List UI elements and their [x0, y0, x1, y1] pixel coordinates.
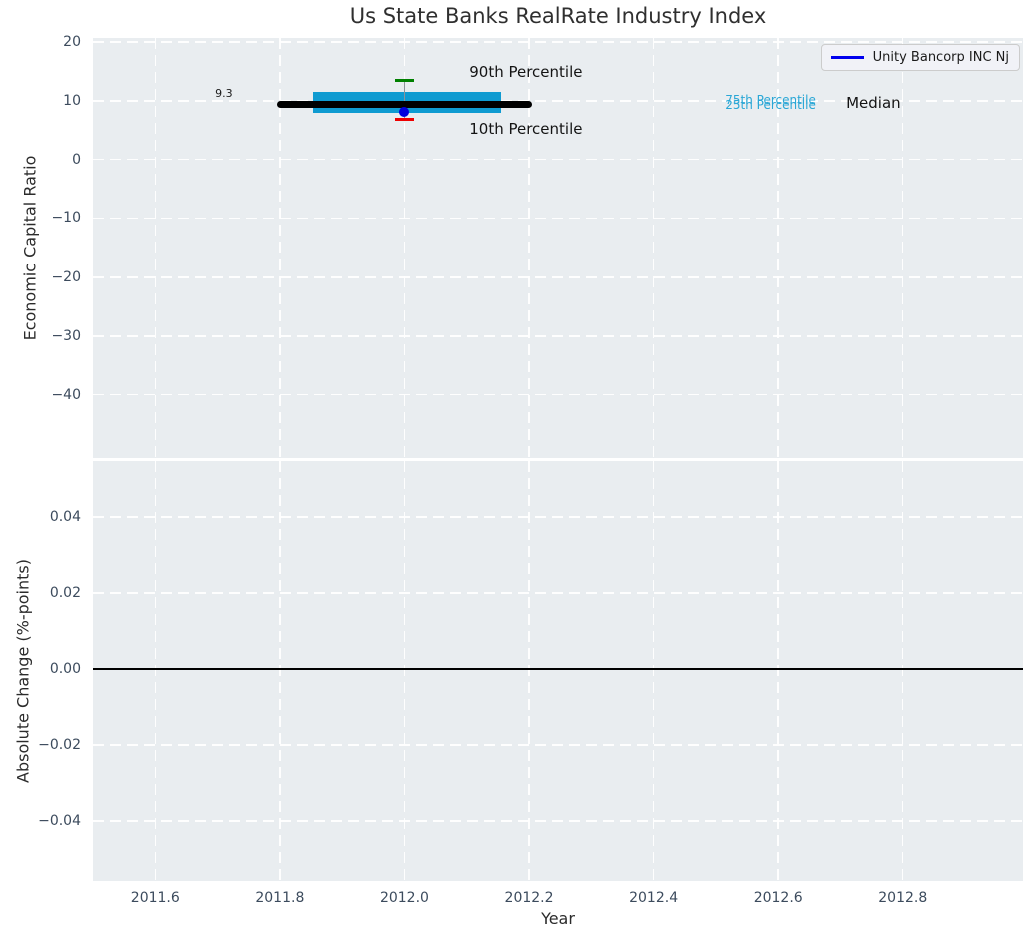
p90-cap — [395, 78, 414, 82]
x-tick-label: 2012.8 — [878, 890, 928, 906]
x-gridline — [528, 38, 530, 458]
y-gridline — [93, 820, 1023, 822]
y-gridline — [93, 335, 1023, 337]
y-tick-label: 20 — [63, 34, 81, 51]
y-gridline — [93, 100, 1023, 102]
y-tick-label: −20 — [51, 269, 81, 286]
y-tick-label: 10 — [63, 92, 81, 109]
x-gridline — [902, 461, 904, 881]
x-tick-label: 2012.6 — [753, 890, 803, 906]
bottom-plot-area — [93, 461, 1023, 881]
x-tick-label: 2011.8 — [255, 890, 305, 906]
y-tick-label: 0 — [72, 151, 81, 168]
annotation-median-label: Median — [846, 94, 901, 113]
y-gridline — [93, 592, 1023, 594]
y-gridline — [93, 158, 1023, 161]
x-gridline — [154, 461, 156, 881]
x-gridline — [902, 38, 904, 458]
y-gridline — [93, 276, 1023, 278]
x-tick-label: 2012.4 — [629, 890, 679, 906]
y-tick-label: −40 — [51, 386, 81, 403]
x-gridline — [279, 461, 281, 881]
x-gridline — [154, 38, 156, 458]
whisker-line — [403, 80, 405, 120]
top-plot-area: Unity Bancorp INC Nj 9.3 90th Percentile 1… — [93, 38, 1023, 458]
y-gridline — [93, 744, 1023, 746]
x-gridline — [777, 38, 779, 458]
y-tick-label: 0.02 — [49, 584, 81, 601]
x-gridline — [652, 461, 655, 881]
annotation-p10-label: 10th Percentile — [469, 119, 583, 138]
y-tick-label: 0.04 — [49, 508, 81, 525]
x-tick-label: 2011.6 — [130, 890, 180, 906]
p10-cap — [395, 118, 414, 122]
x-gridline — [777, 461, 779, 881]
chart-title: Us State Banks RealRate Industry Index — [349, 4, 767, 28]
annotation-p90-label: 90th Percentile — [469, 62, 583, 81]
median-line — [276, 101, 533, 109]
y-tick-label: −0.02 — [38, 736, 81, 753]
annotation-p75-label: 75th Percentile — [725, 92, 816, 107]
x-gridline — [652, 38, 655, 458]
y-tick-label: −0.04 — [38, 812, 81, 829]
x-gridline — [528, 461, 530, 881]
x-gridline — [403, 461, 406, 881]
y-gridline — [93, 217, 1023, 220]
y-tick-label: −10 — [51, 210, 81, 227]
y-tick-label: 0.00 — [49, 660, 81, 677]
legend: Unity Bancorp INC Nj — [820, 44, 1020, 71]
x-tick-label: 2012.0 — [379, 890, 429, 906]
zero-line — [93, 667, 1023, 670]
y-axis-label-top: Economic Capital Ratio — [20, 155, 40, 341]
x-tick-label: 2012.2 — [504, 890, 554, 906]
legend-line-icon — [830, 56, 864, 59]
x-gridline — [279, 38, 281, 458]
y-gridline — [93, 41, 1023, 43]
x-axis-label: Year — [541, 909, 575, 928]
y-gridline — [93, 516, 1023, 518]
annotation-p25-label: 25th Percentile — [725, 98, 816, 113]
x-gridline — [403, 38, 406, 458]
annotation-median-value: 9.3 — [215, 87, 233, 101]
y-gridline — [93, 393, 1023, 396]
company-dot — [399, 107, 410, 117]
y-tick-label: −30 — [51, 327, 81, 344]
legend-label: Unity Bancorp INC Nj — [872, 50, 1009, 65]
